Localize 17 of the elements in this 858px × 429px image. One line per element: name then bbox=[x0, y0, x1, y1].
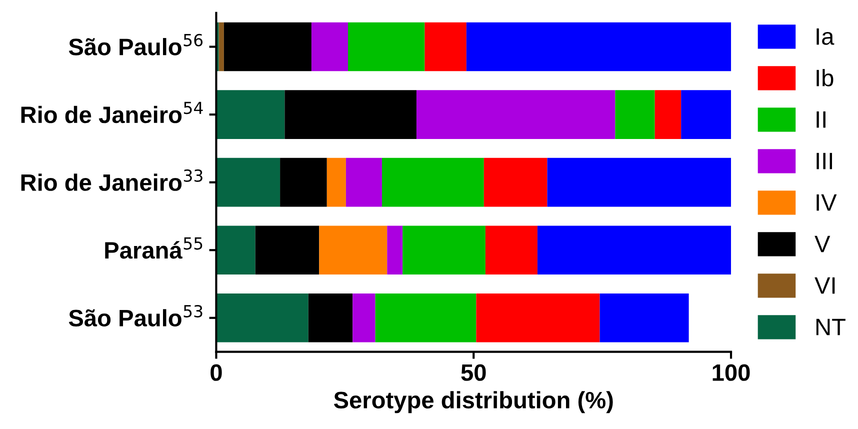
y-tick-label: São Paulo$^{56}$ bbox=[68, 34, 203, 56]
y-tick-label: Rio de Janeiro$^{33}$ bbox=[21, 169, 202, 191]
legend-label: Ib bbox=[816, 69, 834, 86]
y-tick-label: Paraná$^{55}$ bbox=[105, 237, 202, 259]
y-tick-label: Rio de Janeiro$^{54}$ bbox=[21, 102, 203, 124]
x-tick-label: 100 bbox=[712, 364, 750, 381]
legend-label: VI bbox=[814, 277, 835, 294]
legend-label: IV bbox=[816, 194, 837, 211]
legend-label: NT bbox=[816, 318, 846, 336]
legend-label: III bbox=[816, 152, 832, 170]
legend-label: Ia bbox=[816, 28, 834, 45]
y-tick-label: São Paulo$^{53}$ bbox=[68, 304, 202, 326]
legend-label: II bbox=[816, 111, 826, 128]
x-tick-label: 0 bbox=[210, 364, 222, 381]
legend-label: V bbox=[814, 236, 830, 252]
x-tick-label: 50 bbox=[461, 364, 486, 381]
x-axis-title: Serotype distribution (%) bbox=[334, 391, 613, 414]
